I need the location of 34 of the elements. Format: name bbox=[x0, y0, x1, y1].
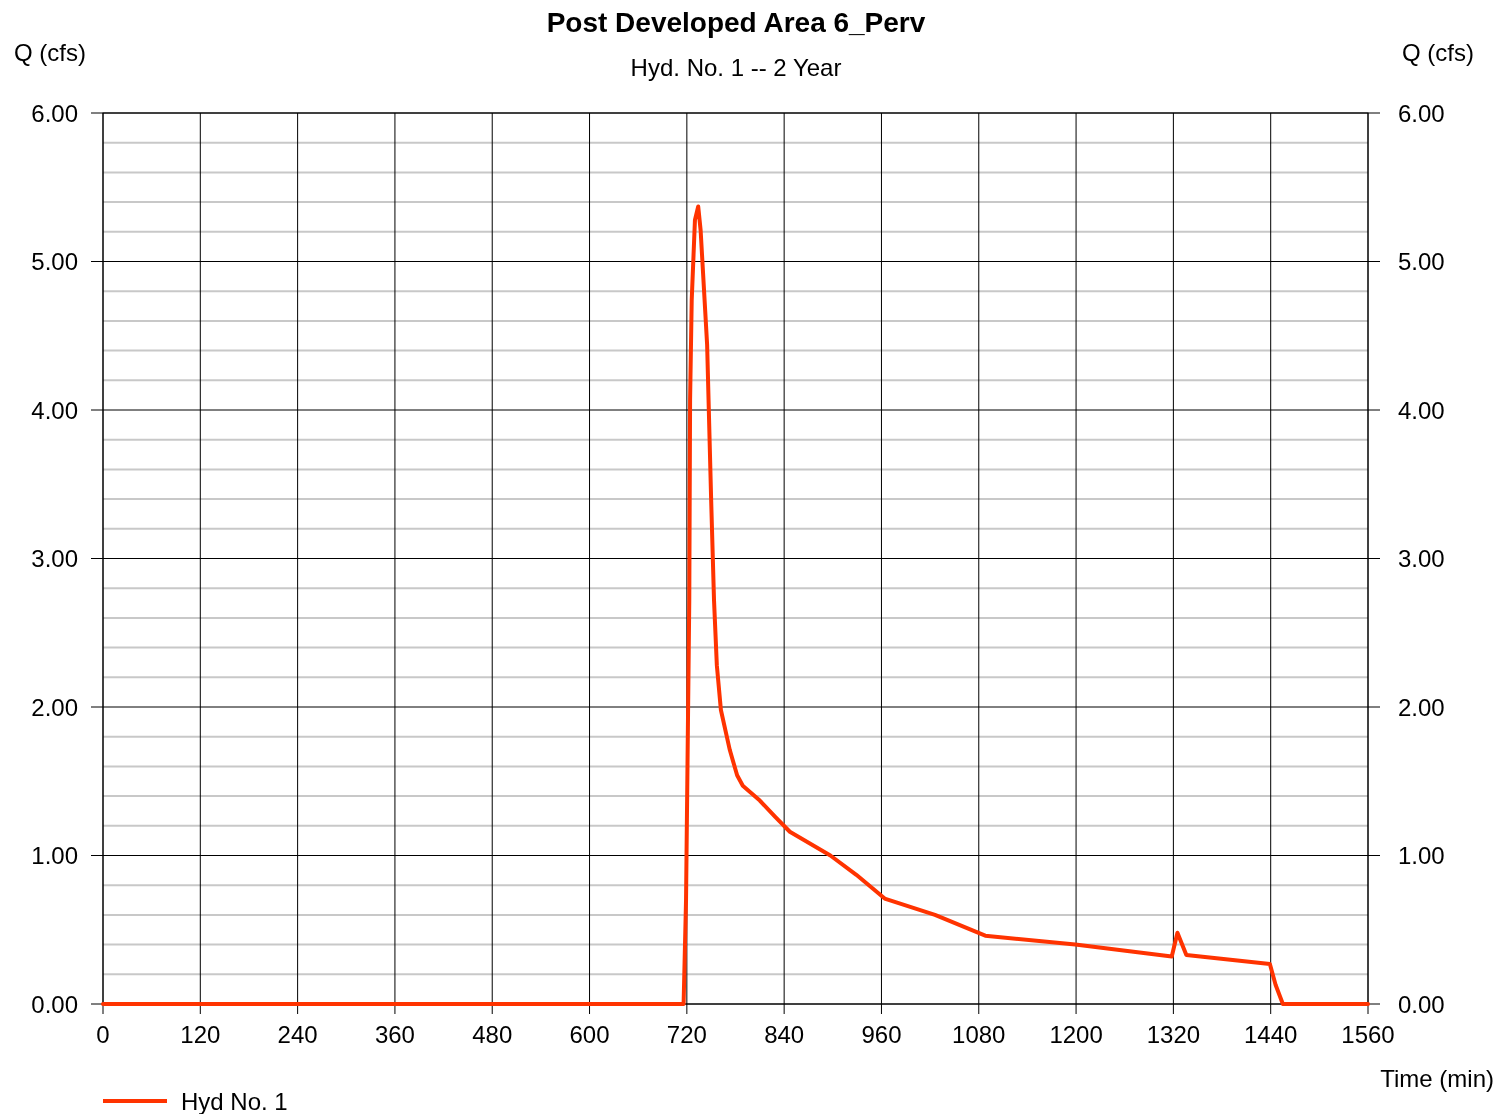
y2-tick-label: 1.00 bbox=[1398, 842, 1445, 869]
y-tick-label: 0.00 bbox=[31, 990, 78, 1018]
y-tick-label: 2.00 bbox=[31, 693, 78, 721]
y-tick-label: 6.00 bbox=[31, 99, 78, 127]
x-tick-label: 720 bbox=[666, 1021, 707, 1048]
x-tick-label: 120 bbox=[180, 1021, 221, 1048]
y-axis-title: Q (cfs) bbox=[14, 39, 86, 66]
x-tick-label: 1560 bbox=[1341, 1021, 1395, 1048]
y2-tick-label: 2.00 bbox=[1398, 693, 1445, 721]
y2-tick-label: 6.00 bbox=[1398, 99, 1445, 127]
chart-title: Post Developed Area 6_Perv bbox=[546, 7, 926, 38]
y2-tick-label: 5.00 bbox=[1398, 248, 1445, 275]
x-tick-label: 1200 bbox=[1049, 1021, 1103, 1048]
y2-tick-label: 3.00 bbox=[1398, 545, 1445, 572]
x-tick-label: 960 bbox=[861, 1021, 902, 1048]
x-tick-label: 600 bbox=[569, 1021, 610, 1048]
x-axis-title: Time (min) bbox=[1380, 1065, 1494, 1092]
x-tick-label: 840 bbox=[764, 1021, 805, 1048]
y-tick-label: 1.00 bbox=[31, 842, 78, 869]
x-tick-label: 360 bbox=[374, 1021, 415, 1048]
chart-subtitle: Hyd. No. 1 -- 2 Year bbox=[630, 54, 842, 81]
x-tick-label: 1440 bbox=[1244, 1021, 1298, 1048]
x-tick-label: 0 bbox=[96, 1021, 110, 1048]
y2-tick-label: 4.00 bbox=[1398, 396, 1445, 424]
x-tick-label: 240 bbox=[277, 1021, 318, 1048]
y-tick-label: 3.00 bbox=[31, 545, 78, 572]
x-tick-label: 480 bbox=[472, 1021, 513, 1048]
y2-tick-label: 0.00 bbox=[1398, 990, 1445, 1018]
y-tick-label: 4.00 bbox=[31, 396, 78, 424]
x-tick-label: 1320 bbox=[1146, 1021, 1201, 1048]
x-tick-label: 1080 bbox=[952, 1021, 1006, 1048]
legend-label: Hyd No. 1 bbox=[181, 1087, 288, 1114]
y-tick-label: 5.00 bbox=[31, 248, 78, 275]
y2-axis-title: Q (cfs) bbox=[1402, 39, 1474, 66]
